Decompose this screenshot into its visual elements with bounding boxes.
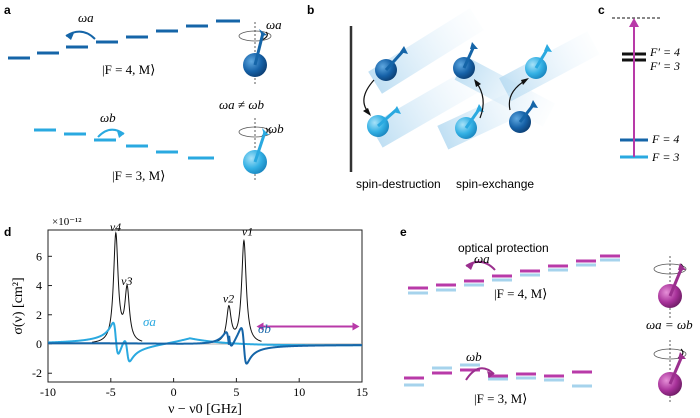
state-upper-label-e: |F = 4, M⟩ [494,286,547,301]
spin-dark-icon [238,22,272,86]
series-line-sigma-total-left [91,231,143,343]
spin-omega-b-label: ωb [268,121,284,136]
y-axis-label: σ(ν) [cm²] [11,277,26,334]
upper-levels [8,19,240,60]
panel-e: e optical protection ωa |F = 4, M⟩ [400,225,693,406]
x-tick-label: 0 [171,385,177,399]
omega-b-arrow-e [465,367,495,381]
x-tick-label: -5 [106,385,116,399]
omega-a-arrow-e [465,260,496,271]
y-exponent: ×10⁻¹² [52,216,82,228]
peak-label-nu3: ν3 [121,274,132,288]
range-arrowhead-right [352,322,360,331]
inequality-label: ωa ≠ ωb [219,97,264,112]
panel-label-a: a [4,3,11,17]
omega-a-arrow [65,30,96,40]
omega-a-label: ωa [78,10,94,25]
spin-magenta-lower-icon [653,340,687,402]
omega-a-arrowhead [66,33,74,40]
spin-exchange-caption: spin-exchange [456,177,534,191]
state-upper-label: |F = 4, M⟩ [102,62,155,77]
y-tick-label: 0 [36,337,42,351]
x-tick-label: -10 [40,385,56,399]
y-tick-label: 4 [36,279,42,293]
omega-a-arrowhead-e [466,263,474,270]
plot-frame [47,229,363,383]
level-label: F = 4 [651,132,679,146]
spin-magenta-upper-icon [653,256,687,318]
state-lower-label: |F = 3, M⟩ [112,168,165,183]
y-tick-label: -2 [32,366,42,380]
x-tick-label: 5 [233,385,239,399]
panel-a: a ωa |F = 4, M⟩ ωb |F = 3, M⟩ [4,3,284,183]
peak-label-nu4: ν4 [110,220,121,234]
peak-label-nu2: ν2 [223,292,234,306]
omega-b-arrow [97,128,125,138]
panel-d: d -10 -5 0 5 10 15 -2 0 2 4 6 ×10⁻¹² ν4 ν3 ν2 ν1 σ… [4,216,368,417]
x-tick-label: 10 [293,385,305,399]
sigma-a-label: σa [143,314,156,329]
omega-b-label-e: ωb [466,349,482,364]
spin-destruction-caption: spin-destruction [356,177,441,191]
axis-ticks: -10 -5 0 5 10 15 -2 0 2 4 6 [32,249,368,399]
y-tick-label: 2 [36,308,42,322]
series-line-sigma-total-right [211,238,262,343]
lower-levels [34,128,214,160]
omega-a-label-e: ωa [474,251,490,266]
collision-arrow [363,79,375,115]
panel-label-d: d [4,225,11,239]
y-tick-label: 6 [36,249,42,263]
range-arrowhead-left [256,322,264,331]
level-label: F = 3 [651,150,679,164]
optical-protection-title: optical protection [458,241,549,255]
sigma-b-label: σb [258,321,271,336]
level-label: F′ = 3 [649,59,680,73]
beam [369,65,487,148]
lower-levels-e [404,363,592,388]
state-lower-label-e: |F = 3, M⟩ [474,391,527,406]
beam [499,31,600,102]
omega-b-arrowhead-e [487,371,494,378]
panel-label-e: e [400,225,407,239]
equality-label: ωa = ωb [646,317,693,332]
spin-light-icon [238,118,272,182]
pump-arrowhead [629,18,639,27]
beam [368,8,484,94]
upper-levels-e [408,254,620,295]
series-line-sigma-b [48,327,362,365]
panel-b: b spin-destruction spin-exchan [307,3,600,191]
x-axis-label: ν − ν0 [GHz] [168,402,242,417]
peak-label-nu1: ν1 [242,224,253,238]
panel-c: c F′ = 4 F′ = 3 F = 4 F = 3 [598,3,680,164]
x-tick-label: 15 [356,385,368,399]
panel-label-b: b [307,3,314,17]
level-label: F′ = 4 [649,45,680,59]
omega-b-arrowhead [117,131,124,138]
spin-omega-a-label: ωa [266,17,282,32]
omega-b-label: ωb [100,110,116,125]
panel-label-c: c [598,3,605,17]
